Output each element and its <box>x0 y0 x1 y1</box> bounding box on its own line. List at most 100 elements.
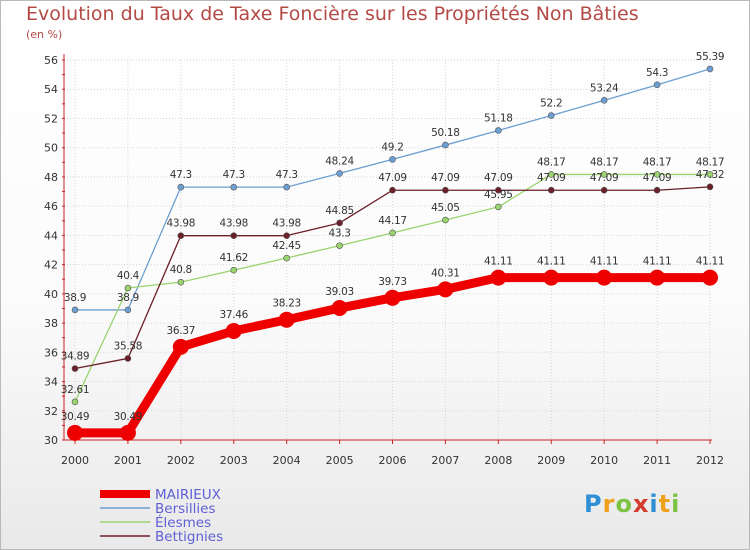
x-tick-label: 2004 <box>273 454 301 467</box>
data-label: 52.2 <box>540 98 562 110</box>
data-label: 45.05 <box>431 202 460 214</box>
proxiti-logo: Proxiti <box>584 490 680 518</box>
data-point <box>177 278 185 286</box>
data-point <box>547 186 555 194</box>
data-point <box>177 232 185 239</box>
data-point <box>547 171 555 178</box>
data-label: 30.49 <box>61 411 90 423</box>
data-label: 41.11 <box>696 256 725 268</box>
data-label: 43.98 <box>219 218 248 230</box>
data-label: 48.17 <box>696 156 725 168</box>
x-tick-label: 2002 <box>167 454 195 467</box>
data-point <box>124 306 132 314</box>
data-point <box>442 186 449 194</box>
data-label: 38.23 <box>272 298 301 310</box>
x-tick-label: 2001 <box>114 454 142 467</box>
data-point <box>230 232 238 239</box>
data-point <box>230 266 238 274</box>
y-tick-label: 36 <box>44 346 58 359</box>
data-point <box>172 338 189 355</box>
data-label: 38.9 <box>64 292 86 304</box>
x-tick-label: 2000 <box>61 454 89 467</box>
data-point <box>600 186 608 194</box>
data-label: 41.11 <box>590 256 619 268</box>
data-point <box>67 424 83 441</box>
data-label: 42.45 <box>272 240 301 252</box>
y-tick-label: 44 <box>44 229 58 242</box>
x-tick-label: 2012 <box>696 454 724 467</box>
data-label: 47.09 <box>537 172 566 184</box>
y-tick-label: 52 <box>44 112 58 125</box>
data-point <box>442 216 449 224</box>
data-label: 43.3 <box>328 228 350 240</box>
data-label: 30.49 <box>114 411 143 423</box>
data-labels: 30.49 30.49 36.37 37.46 38.23 39.03 39.73 40.31… <box>61 51 725 423</box>
logo-letter: r <box>602 490 616 518</box>
data-point <box>384 289 401 306</box>
y-tick-label: 38 <box>44 317 58 330</box>
data-label: 40.8 <box>170 264 192 276</box>
y-tick-label: 48 <box>44 171 58 184</box>
data-point <box>596 269 613 286</box>
data-label: 55.39 <box>696 51 725 63</box>
data-label: 39.73 <box>378 276 407 288</box>
data-label: 41.11 <box>484 256 513 268</box>
y-tick-label: 50 <box>44 142 58 155</box>
data-label: 44.17 <box>378 215 407 227</box>
data-point <box>653 171 661 178</box>
data-label: 53.24 <box>590 82 619 94</box>
data-label: 47.09 <box>590 172 619 184</box>
data-point <box>119 424 136 441</box>
data-label: 48.17 <box>590 156 619 168</box>
data-label: 40.4 <box>117 270 140 282</box>
data-label: 47.32 <box>696 169 725 181</box>
data-label: 38.9 <box>117 292 139 304</box>
data-label: 50.18 <box>431 127 460 139</box>
data-point <box>543 269 560 286</box>
data-point <box>495 127 502 134</box>
data-point <box>600 97 608 104</box>
data-label: 41.11 <box>537 256 566 268</box>
data-point <box>225 322 242 339</box>
data-point <box>547 112 555 119</box>
data-label: 41.11 <box>643 256 672 268</box>
data-point <box>283 232 290 239</box>
data-label: 41.62 <box>219 252 248 264</box>
data-point <box>124 284 132 292</box>
data-point <box>177 183 185 191</box>
data-point <box>490 269 507 286</box>
data-point <box>653 81 661 89</box>
y-tick-label: 46 <box>44 200 58 213</box>
data-point <box>706 65 714 73</box>
axes: 30 32 34 36 38 40 42 44 46 48 50 52 54 56 2000 2001 2002… <box>44 54 724 467</box>
data-label: 47.09 <box>643 172 672 184</box>
logo-letter: P <box>584 490 603 518</box>
logo-letter: x <box>632 490 650 518</box>
data-point <box>71 365 79 372</box>
x-tick-label: 2009 <box>537 454 565 467</box>
y-tick-label: 32 <box>44 405 58 418</box>
data-point <box>283 183 290 191</box>
data-label: 48.24 <box>325 155 354 167</box>
data-label: 54.3 <box>646 67 668 79</box>
legend-label: Bersillies <box>155 501 216 517</box>
data-label: 43.98 <box>167 218 196 230</box>
data-label: 47.3 <box>170 169 192 181</box>
data-label: 47.09 <box>431 172 460 184</box>
logo-letter: t <box>658 490 672 518</box>
data-label: 47.09 <box>378 172 407 184</box>
y-tick-label: 42 <box>44 259 58 272</box>
data-label: 43.98 <box>272 218 301 230</box>
x-tick-label: 2007 <box>431 454 459 467</box>
x-tick-label: 2008 <box>484 454 512 467</box>
data-point <box>442 141 449 149</box>
data-label: 40.31 <box>431 267 460 279</box>
data-point <box>71 306 79 314</box>
legend-label: MAIRIEUX <box>155 487 221 503</box>
legend-label: Élesmes <box>155 514 211 531</box>
data-label: 44.85 <box>325 205 354 217</box>
data-point <box>495 203 502 211</box>
y-tick-label: 56 <box>44 54 58 67</box>
